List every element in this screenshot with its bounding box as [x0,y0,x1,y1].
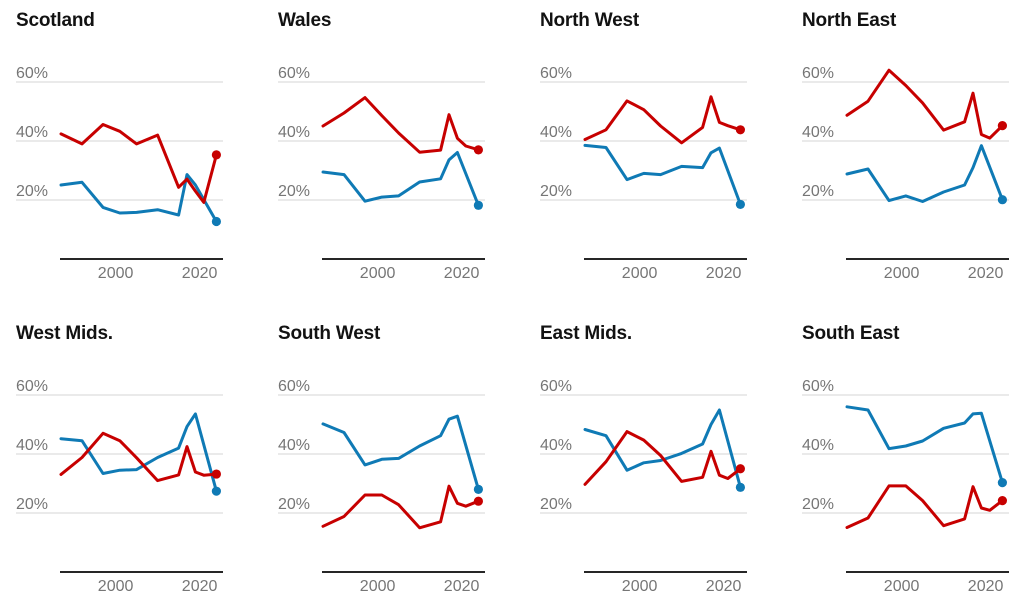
chart-title: Wales [278,10,332,31]
series-line-red [59,431,218,483]
y-axis-label: 20% [278,496,310,513]
chart-title: North East [802,10,897,31]
end-dot-blue [211,486,221,496]
y-axis-label: 60% [278,65,310,82]
end-dot-blue [997,195,1007,205]
end-dot-red [997,121,1007,131]
chart-tile-north-east: North East 60% 40% 20% 2000 2020 [802,8,1023,303]
x-axis-label: 2020 [968,265,1004,282]
y-axis-label: 40% [278,437,310,454]
chart-tile-east-mids: East Mids. 60% 40% 20% 2000 2020 [540,321,786,614]
chart-canvas: 60% 40% 20% 2000 2020 [802,65,1009,282]
y-axis-label: 20% [802,183,834,200]
x-axis-label: 2020 [444,265,480,282]
end-dot-blue [211,216,221,227]
end-dot-red [735,464,745,474]
series-line-blue [59,173,218,223]
x-axis-label: 2000 [884,578,920,595]
chart-title: East Mids. [540,323,632,344]
series-line-red [845,484,1004,529]
y-axis-label: 20% [540,496,572,513]
series-line-red [59,123,218,204]
chart-title: West Mids. [16,323,113,344]
x-axis-label: 2000 [360,265,396,282]
series-line-blue [321,414,480,491]
y-axis-label: 40% [278,124,310,141]
end-dot-red [735,125,745,135]
y-axis-label: 40% [540,437,572,454]
x-axis-label: 2000 [622,578,658,595]
chart-tile-south-east: South East 60% 40% 20% 2000 2020 [802,321,1023,614]
x-axis-label: 2020 [968,578,1004,595]
series-line-blue [321,151,480,207]
y-axis-label: 40% [540,124,572,141]
chart-canvas: 60% 40% 20% 2000 2020 [16,378,223,595]
end-dot-blue [473,484,483,494]
end-dot-red [211,150,221,160]
x-axis-label: 2000 [360,578,396,595]
chart-canvas: 60% 40% 20% 2000 2020 [16,65,223,282]
y-axis-label: 40% [802,124,834,141]
series-line-blue [845,405,1004,485]
y-axis-label: 60% [16,378,48,395]
y-axis-label: 60% [278,378,310,395]
chart-canvas: 60% 40% 20% 2000 2020 [278,378,485,595]
x-axis-label: 2020 [182,265,218,282]
x-axis-label: 2020 [706,578,742,595]
chart-title: South West [278,323,381,344]
end-dot-blue [997,478,1007,488]
chart-title: Scotland [16,10,95,31]
end-dot-blue [735,482,745,492]
end-dot-red [997,496,1007,506]
y-axis-label: 40% [16,124,48,141]
x-axis-label: 2000 [884,265,920,282]
series-line-blue [583,143,742,206]
y-axis-label: 40% [802,437,834,454]
y-axis-label: 60% [16,65,48,82]
series-line-blue [583,408,742,489]
chart-canvas: 60% 40% 20% 2000 2020 [540,65,747,282]
end-dot-blue [735,199,745,210]
x-axis-label: 2020 [182,578,218,595]
end-dot-blue [473,200,483,210]
series-line-red [321,484,480,530]
series-line-red [321,96,480,154]
y-axis-label: 40% [16,437,48,454]
y-axis-label: 60% [540,378,572,395]
x-axis-label: 2020 [706,265,742,282]
end-dot-red [473,145,483,155]
chart-title: South East [802,323,900,344]
chart-tile-scotland: Scotland 60% 40% 20% 2000 2020 [16,8,262,303]
chart-canvas: 60% 40% 20% 2000 2020 [802,378,1009,595]
series-line-red [845,68,1004,140]
series-line-blue [845,144,1004,203]
chart-tile-west-mids: West Mids. 60% 40% 20% 2000 2020 [16,321,262,614]
x-axis-label: 2020 [444,578,480,595]
end-dot-red [211,469,221,479]
chart-tile-north-west: North West 60% 40% 20% 2000 2020 [540,8,786,303]
end-dot-red [473,496,483,506]
y-axis-label: 20% [16,183,48,200]
y-axis-label: 20% [802,496,834,513]
chart-title: North West [540,10,639,31]
x-axis-label: 2000 [98,578,134,595]
y-axis-label: 60% [802,378,834,395]
y-axis-label: 60% [540,65,572,82]
y-axis-label: 20% [16,496,48,513]
series-line-red [583,95,742,145]
series-line-red [583,430,742,486]
y-axis-label: 20% [278,183,310,200]
series-line-blue [59,412,218,493]
y-axis-label: 20% [540,183,572,200]
x-axis-label: 2000 [622,265,658,282]
chart-canvas: 60% 40% 20% 2000 2020 [540,378,747,595]
chart-canvas: 60% 40% 20% 2000 2020 [278,65,485,282]
chart-tile-wales: Wales 60% 40% 20% 2000 2020 [278,8,524,303]
x-axis-label: 2000 [98,265,134,282]
y-axis-label: 60% [802,65,834,82]
chart-tile-south-west: South West 60% 40% 20% 2000 2020 [278,321,524,614]
